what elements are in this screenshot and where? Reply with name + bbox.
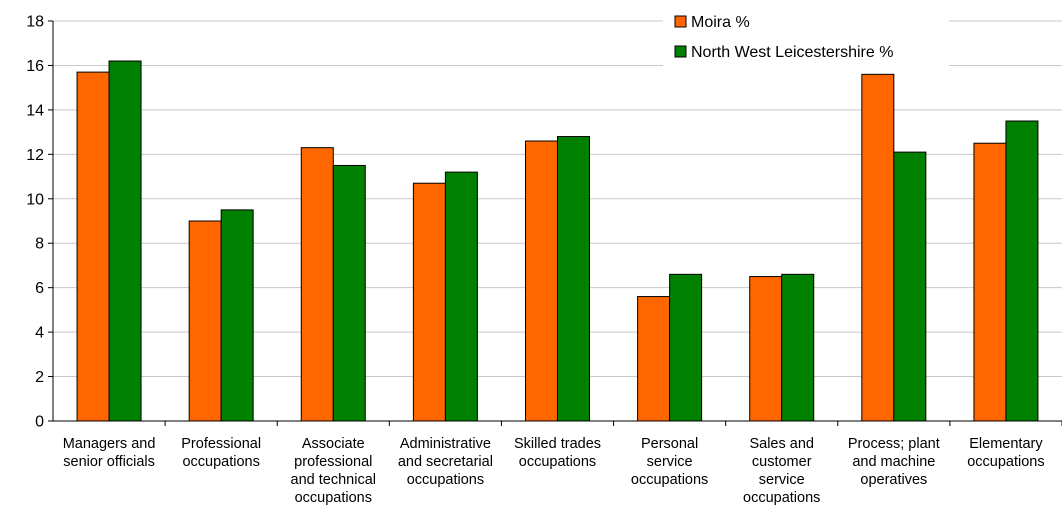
y-tick-label: 6 [35,280,44,297]
y-tick-label: 2 [35,369,44,386]
x-category-label: Administrative and secretarial occupations [398,436,493,488]
x-category-label: Elementary occupations [967,436,1044,470]
x-category-label-line: Elementary [969,436,1043,452]
y-tick-label: 8 [35,236,44,253]
bars [76,60,1039,422]
x-category-label-line: occupations [407,472,484,488]
x-category-label: Managers and senior officials [63,436,156,470]
bar-north-west-leicestershire [781,273,815,422]
x-category-labels: Managers and senior officials Professional… [63,436,1045,506]
x-category-label-line: and technical [291,472,376,488]
x-category-label-line: and machine [852,454,935,470]
x-category-label-line: occupations [631,472,708,488]
y-tick-label: 18 [26,14,44,31]
x-category-label-line: service [647,454,693,470]
x-category-label-line: Associate [302,436,365,452]
bar-north-west-leicestershire [108,60,142,422]
bar-moira [749,276,783,422]
legend-label: North West Leicestershire % [691,44,893,61]
x-category-label-line: Sales and [749,436,814,452]
x-category-label-line: occupations [182,454,259,470]
x-category-label: Skilled trades occupations [514,436,601,470]
legend-swatch [674,45,687,58]
x-category-label-line: Administrative [400,436,491,452]
bar-north-west-leicestershire [220,209,254,422]
bar-north-west-leicestershire [332,164,366,422]
y-tick-label: 14 [26,102,44,119]
legend-label: Moira % [691,14,750,31]
x-category-label-line: occupations [967,454,1044,470]
x-category-label-line: occupations [295,490,372,506]
x-category-label: Process; plant and machine operatives [848,436,940,488]
x-category-label: Associate professional and technical occupa… [291,436,376,506]
bar-moira [76,71,110,422]
bar-moira [412,182,446,422]
x-category-label-line: Managers and [63,436,156,452]
bar-moira [188,220,222,422]
x-category-label-line: customer [752,454,812,470]
bar-moira [300,147,334,422]
x-category-label: Personal service occupations [631,436,708,488]
bar-moira [637,296,671,422]
bar-moira [861,73,895,422]
x-category-label-line: Skilled trades [514,436,601,452]
y-tick-label: 0 [35,414,44,431]
x-category-label-line: service [759,472,805,488]
x-category-label: Sales and customer service occupations [743,436,820,506]
legend: Moira % North West Leicestershire % [663,6,949,68]
y-tick-label: 16 [26,58,44,75]
y-tick-label: 4 [35,325,44,342]
bar-moira [973,142,1007,422]
bar-moira [525,140,558,422]
legend-box [663,6,949,68]
legend-swatch [674,15,687,28]
bar-north-west-leicestershire [893,151,927,422]
x-category-label-line: operatives [860,472,927,488]
x-category-label-line: occupations [743,490,820,506]
x-category-label-line: professional [294,454,372,470]
x-category-label-line: senior officials [63,454,155,470]
y-tick-label: 12 [26,147,44,164]
x-category-label-line: Process; plant [848,436,940,452]
x-category-label-line: Professional [181,436,261,452]
bar-north-west-leicestershire [669,273,703,422]
x-category-label-line: occupations [519,454,596,470]
x-category-label-line: and secretarial [398,454,493,470]
x-category-label: Professional occupations [181,436,261,470]
bar-north-west-leicestershire [557,136,590,422]
x-category-label-line: Personal [641,436,698,452]
y-tick-labels: 0 2 4 6 8 10 12 14 16 18 [26,14,44,431]
bar-north-west-leicestershire [444,171,478,422]
bar-north-west-leicestershire [1005,120,1039,422]
y-tick-label: 10 [26,191,44,208]
